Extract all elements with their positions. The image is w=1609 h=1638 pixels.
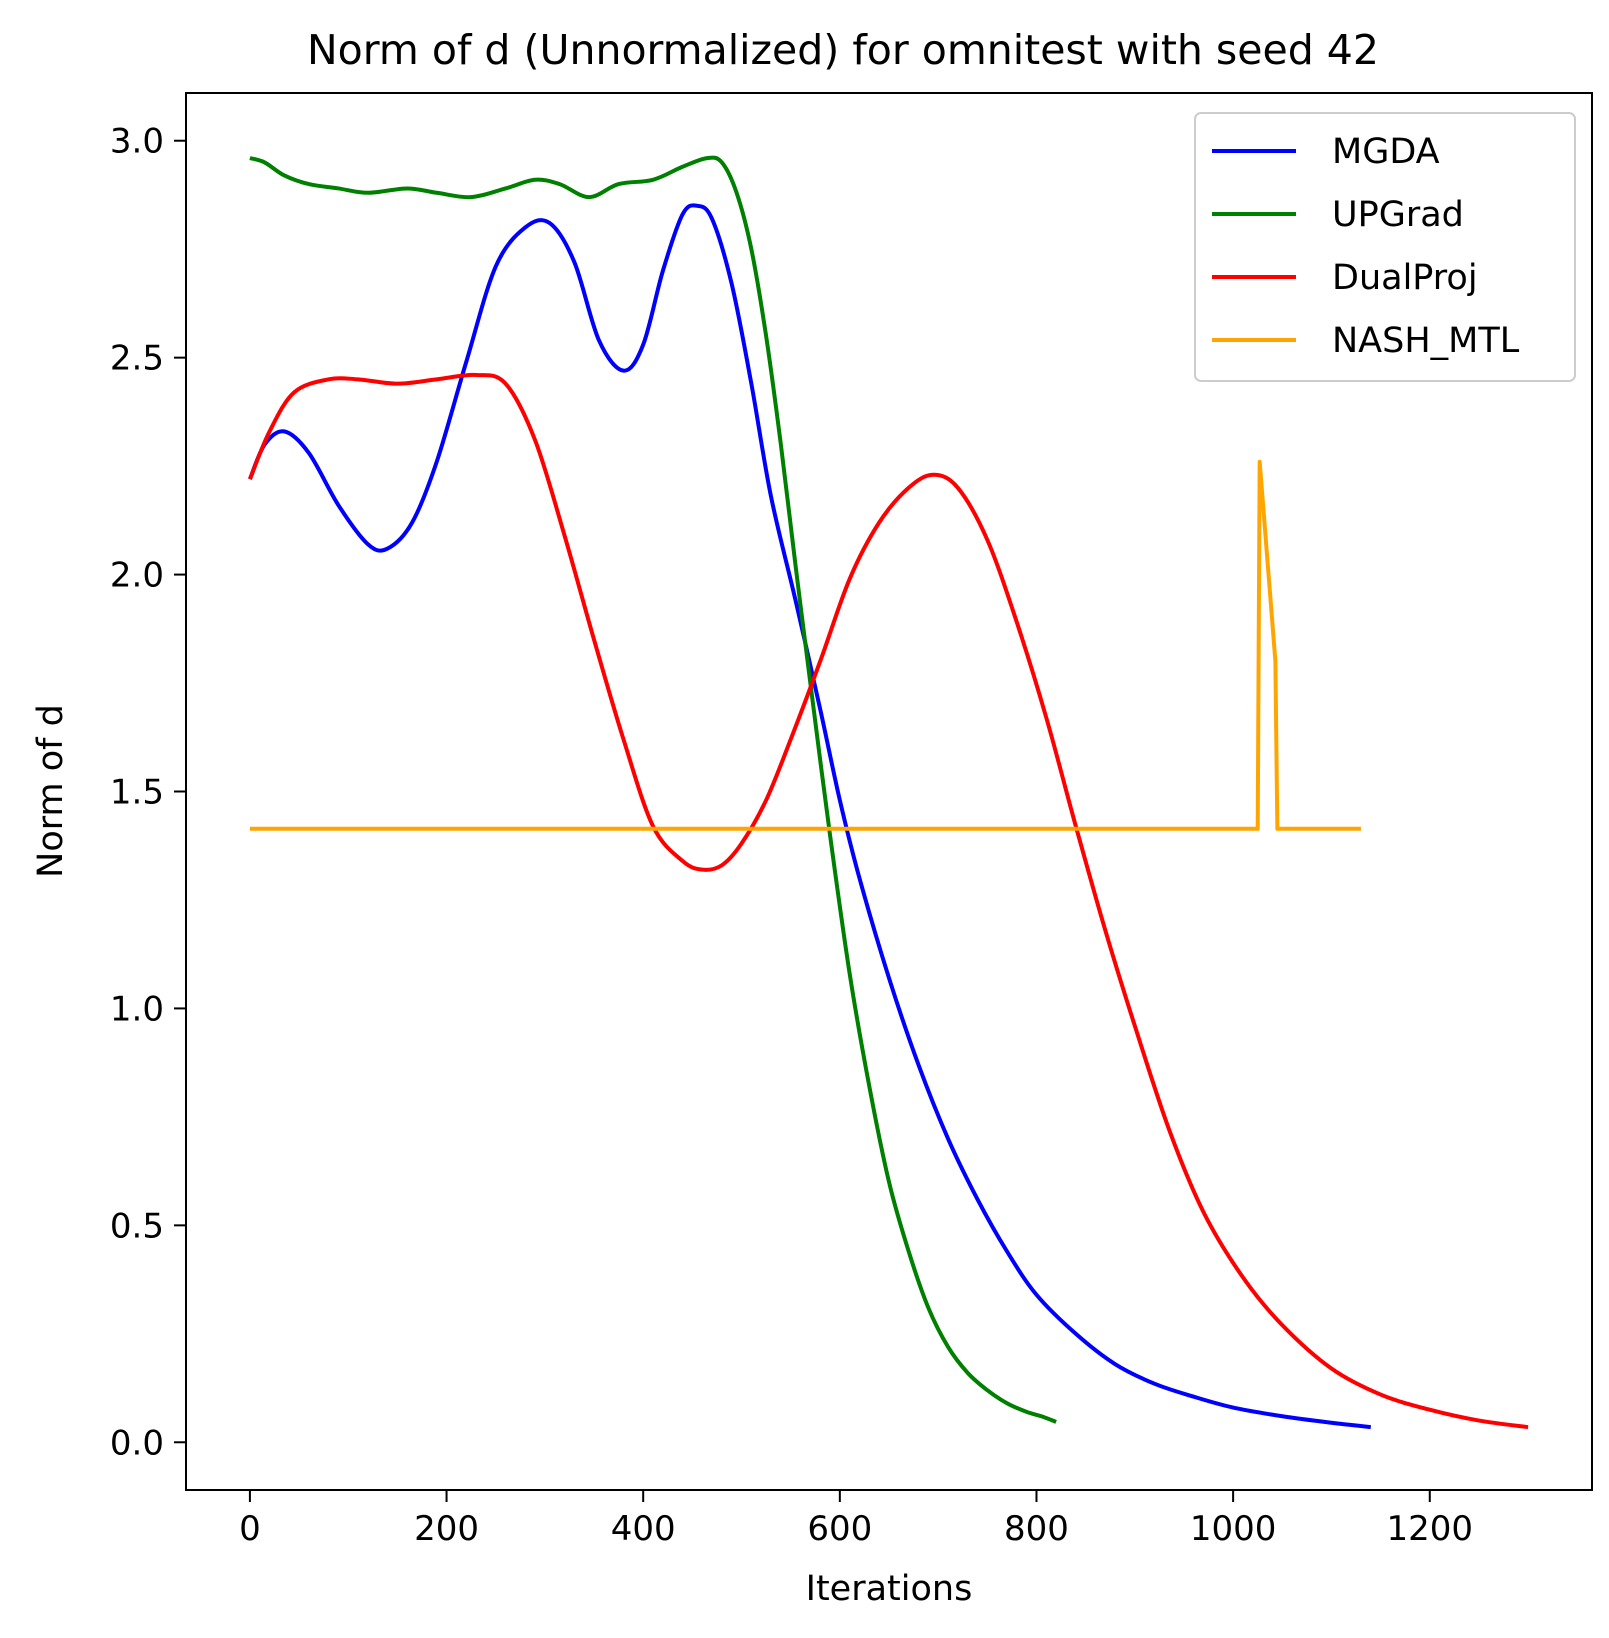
legend-label-upgrad: UPGrad bbox=[1332, 195, 1464, 235]
legend: MGDA UPGrad DualProj NASH_MTL bbox=[1194, 112, 1576, 382]
y-axis: 0.0 0.5 1.0 1.5 2.0 2.5 3.0 bbox=[110, 122, 186, 1463]
y-tick-label: 2.0 bbox=[110, 556, 164, 596]
series-group bbox=[248, 155, 1529, 1430]
x-tick-label: 0 bbox=[239, 1509, 261, 1549]
plot-area bbox=[185, 92, 1593, 1491]
y-axis-label: Norm of d bbox=[31, 704, 71, 878]
y-tick-label: 3.0 bbox=[110, 122, 164, 162]
x-tick-label: 400 bbox=[611, 1509, 676, 1549]
x-axis-label: Iterations bbox=[806, 1569, 973, 1609]
legend-label-dualproj: DualProj bbox=[1332, 258, 1478, 298]
series-line-nash-mtl bbox=[249, 459, 1361, 831]
x-axis: 0 200 400 600 800 1000 1200 bbox=[239, 1490, 1473, 1549]
legend-label-mgda: MGDA bbox=[1332, 132, 1440, 172]
x-tick-label: 600 bbox=[807, 1509, 872, 1549]
x-tick-label: 1200 bbox=[1387, 1509, 1474, 1549]
y-tick-label: 0.0 bbox=[110, 1423, 164, 1463]
x-tick-label: 200 bbox=[414, 1509, 479, 1549]
series-line-mgda bbox=[248, 203, 1371, 1430]
chart-title: Norm of d (Unnormalized) for omnitest wi… bbox=[307, 26, 1379, 74]
legend-box bbox=[1194, 112, 1576, 382]
y-tick-label: 1.5 bbox=[110, 773, 164, 813]
y-tick-label: 0.5 bbox=[110, 1206, 164, 1246]
legend-label-nash-mtl: NASH_MTL bbox=[1332, 321, 1520, 361]
x-tick-label: 1000 bbox=[1190, 1509, 1277, 1549]
x-tick-label: 800 bbox=[1004, 1509, 1069, 1549]
y-tick-label: 1.0 bbox=[110, 989, 164, 1029]
series-line-upgrad bbox=[249, 155, 1057, 1424]
y-tick-label: 2.5 bbox=[110, 339, 164, 379]
series-line-dualproj bbox=[248, 372, 1529, 1430]
